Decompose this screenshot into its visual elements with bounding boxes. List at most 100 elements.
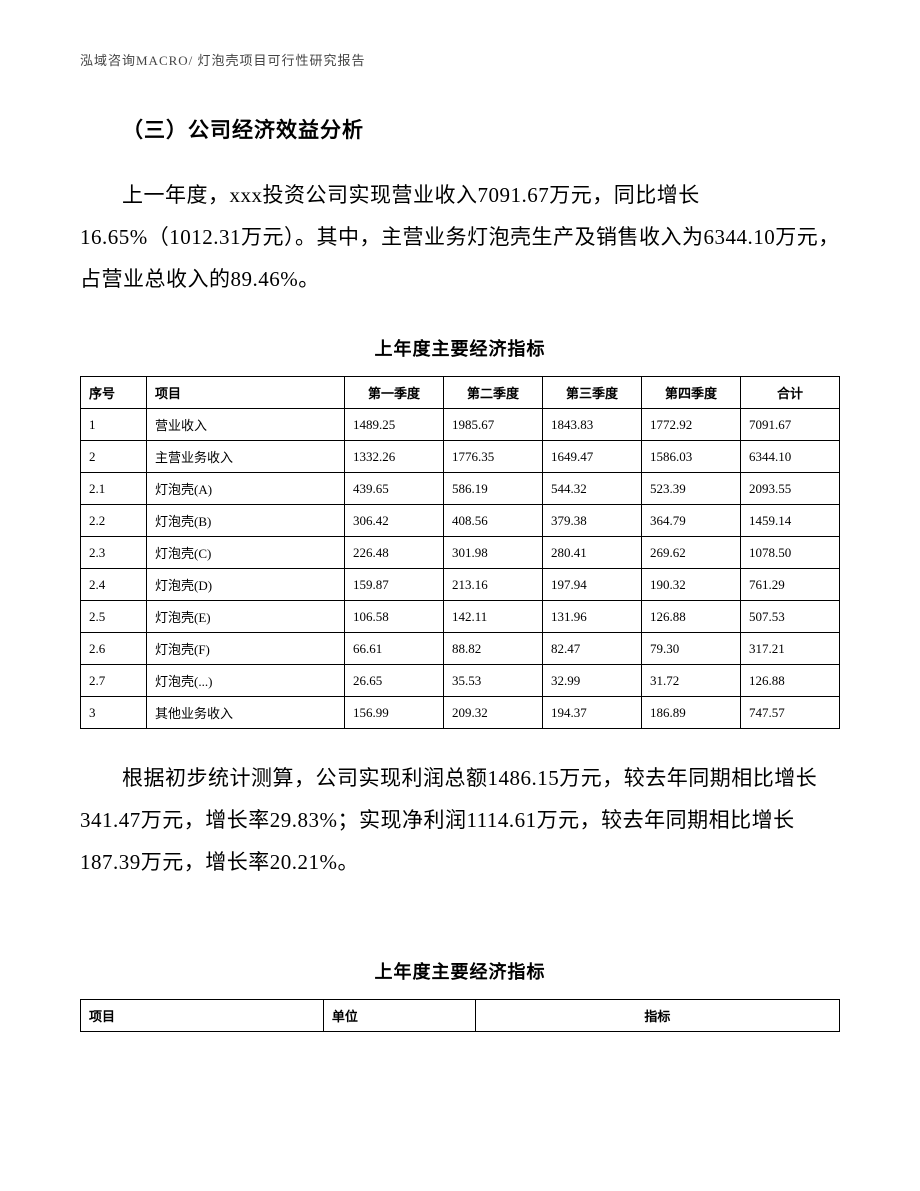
table-row: 3其他业务收入156.99209.32194.37186.89747.57 (81, 697, 840, 729)
table2-header-indicator: 指标 (475, 1000, 839, 1032)
table1-header-total: 合计 (741, 377, 840, 409)
table-cell: 2.1 (81, 473, 147, 505)
table-cell: 209.32 (444, 697, 543, 729)
table-cell: 26.65 (345, 665, 444, 697)
table-row: 2.2灯泡壳(B)306.42408.56379.38364.791459.14 (81, 505, 840, 537)
table-cell: 主营业务收入 (147, 441, 345, 473)
table-cell: 317.21 (741, 633, 840, 665)
page-header: 泓域咨询MACRO/ 灯泡壳项目可行性研究报告 (80, 50, 840, 69)
table-cell: 408.56 (444, 505, 543, 537)
table-row: 2.6灯泡壳(F)66.6188.8282.4779.30317.21 (81, 633, 840, 665)
table-cell: 2.7 (81, 665, 147, 697)
table-cell: 1332.26 (345, 441, 444, 473)
table-cell: 306.42 (345, 505, 444, 537)
table2-header-item: 项目 (81, 1000, 324, 1032)
table-cell: 31.72 (642, 665, 741, 697)
table-cell: 1586.03 (642, 441, 741, 473)
table-cell: 灯泡壳(C) (147, 537, 345, 569)
table1-header-q1: 第一季度 (345, 377, 444, 409)
table-row: 2.1灯泡壳(A)439.65586.19544.32523.392093.55 (81, 473, 840, 505)
table2-header-row: 项目 单位 指标 (81, 1000, 840, 1032)
table-cell: 364.79 (642, 505, 741, 537)
table-cell: 131.96 (543, 601, 642, 633)
table-cell: 灯泡壳(F) (147, 633, 345, 665)
table-cell: 586.19 (444, 473, 543, 505)
table-cell: 1649.47 (543, 441, 642, 473)
table-cell: 1772.92 (642, 409, 741, 441)
table1-header-row: 序号 项目 第一季度 第二季度 第三季度 第四季度 合计 (81, 377, 840, 409)
table-cell: 159.87 (345, 569, 444, 601)
table-cell: 1 (81, 409, 147, 441)
table-cell: 88.82 (444, 633, 543, 665)
economic-indicators-table-2: 项目 单位 指标 (80, 999, 840, 1032)
spacer (80, 893, 840, 923)
spacer (80, 729, 840, 757)
table-cell: 1985.67 (444, 409, 543, 441)
table-cell: 379.38 (543, 505, 642, 537)
table-cell: 439.65 (345, 473, 444, 505)
table1-header-seq: 序号 (81, 377, 147, 409)
table-cell: 269.62 (642, 537, 741, 569)
table-cell: 营业收入 (147, 409, 345, 441)
table-cell: 1776.35 (444, 441, 543, 473)
table-cell: 190.32 (642, 569, 741, 601)
table-cell: 灯泡壳(...) (147, 665, 345, 697)
table-cell: 66.61 (345, 633, 444, 665)
table-cell: 2.5 (81, 601, 147, 633)
table-row: 2.3灯泡壳(C)226.48301.98280.41269.621078.50 (81, 537, 840, 569)
table-cell: 35.53 (444, 665, 543, 697)
table-cell: 1843.83 (543, 409, 642, 441)
section-title: （三）公司经济效益分析 (122, 114, 840, 144)
paragraph-1: 上一年度，xxx投资公司实现营业收入7091.67万元，同比增长16.65%（1… (80, 174, 840, 300)
table-cell: 2093.55 (741, 473, 840, 505)
table-cell: 544.32 (543, 473, 642, 505)
table-cell: 79.30 (642, 633, 741, 665)
paragraph-2: 根据初步统计测算，公司实现利润总额1486.15万元，较去年同期相比增长341.… (80, 757, 840, 883)
table-cell: 3 (81, 697, 147, 729)
table-cell: 197.94 (543, 569, 642, 601)
table-cell: 灯泡壳(D) (147, 569, 345, 601)
table-cell: 186.89 (642, 697, 741, 729)
table-cell: 1078.50 (741, 537, 840, 569)
table-cell: 106.58 (345, 601, 444, 633)
table-cell: 2.2 (81, 505, 147, 537)
table-row: 1营业收入1489.251985.671843.831772.927091.67 (81, 409, 840, 441)
table-cell: 747.57 (741, 697, 840, 729)
table-cell: 761.29 (741, 569, 840, 601)
table-cell: 156.99 (345, 697, 444, 729)
table-cell: 301.98 (444, 537, 543, 569)
table-cell: 灯泡壳(B) (147, 505, 345, 537)
table-cell: 其他业务收入 (147, 697, 345, 729)
page-container: 泓域咨询MACRO/ 灯泡壳项目可行性研究报告 （三）公司经济效益分析 上一年度… (0, 0, 920, 1072)
table-cell: 灯泡壳(E) (147, 601, 345, 633)
table-cell: 226.48 (345, 537, 444, 569)
table1-header-q2: 第二季度 (444, 377, 543, 409)
table-cell: 194.37 (543, 697, 642, 729)
table2-header-unit: 单位 (323, 1000, 475, 1032)
table-cell: 1459.14 (741, 505, 840, 537)
table1-title: 上年度主要经济指标 (80, 335, 840, 361)
table-cell: 126.88 (741, 665, 840, 697)
table-cell: 1489.25 (345, 409, 444, 441)
table-cell: 213.16 (444, 569, 543, 601)
table-row: 2.7灯泡壳(...)26.6535.5332.9931.72126.88 (81, 665, 840, 697)
table1-header-q3: 第三季度 (543, 377, 642, 409)
table-cell: 82.47 (543, 633, 642, 665)
table-row: 2主营业务收入1332.261776.351649.471586.036344.… (81, 441, 840, 473)
table2-title: 上年度主要经济指标 (80, 958, 840, 984)
table1-header-q4: 第四季度 (642, 377, 741, 409)
table-row: 2.4灯泡壳(D)159.87213.16197.94190.32761.29 (81, 569, 840, 601)
table-cell: 126.88 (642, 601, 741, 633)
table-cell: 2.3 (81, 537, 147, 569)
table-cell: 2.4 (81, 569, 147, 601)
table-cell: 7091.67 (741, 409, 840, 441)
table-cell: 2 (81, 441, 147, 473)
table-row: 2.5灯泡壳(E)106.58142.11131.96126.88507.53 (81, 601, 840, 633)
table1-header-item: 项目 (147, 377, 345, 409)
table-cell: 142.11 (444, 601, 543, 633)
table-cell: 280.41 (543, 537, 642, 569)
table-cell: 32.99 (543, 665, 642, 697)
table-cell: 507.53 (741, 601, 840, 633)
table-cell: 6344.10 (741, 441, 840, 473)
economic-indicators-table-1: 序号 项目 第一季度 第二季度 第三季度 第四季度 合计 1营业收入1489.2… (80, 376, 840, 729)
